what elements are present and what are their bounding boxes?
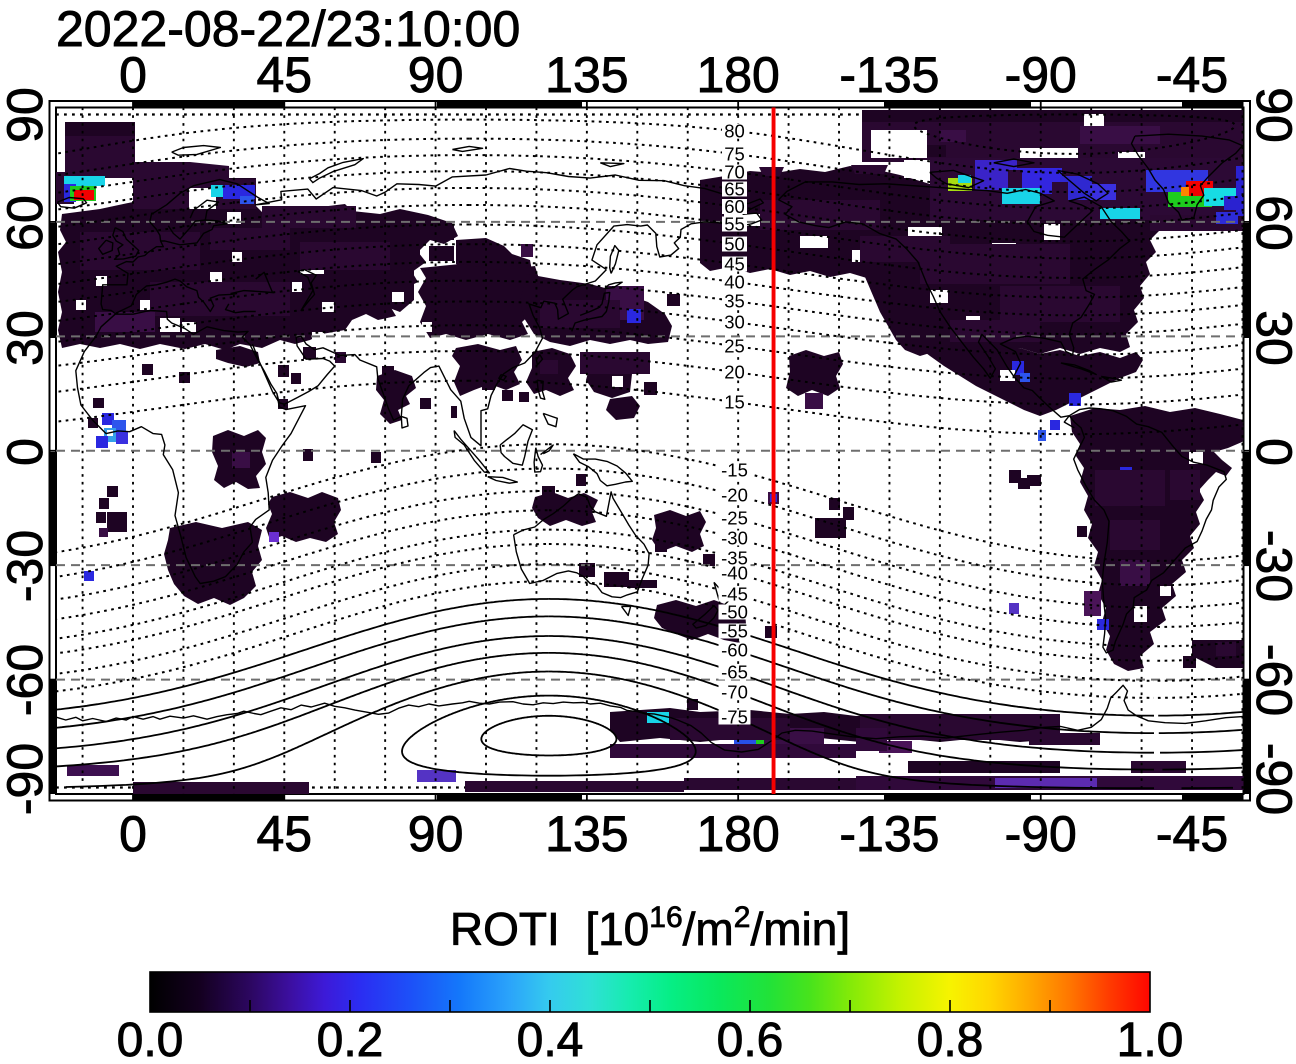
svg-text:-60: -60: [0, 644, 53, 716]
svg-text:0: 0: [119, 47, 147, 103]
svg-text:0.4: 0.4: [517, 1014, 584, 1064]
svg-text:-55: -55: [721, 621, 748, 642]
svg-text:-65: -65: [721, 662, 748, 683]
svg-text:75: 75: [724, 144, 745, 165]
svg-text:-70: -70: [721, 682, 748, 703]
svg-text:15: 15: [724, 392, 745, 413]
svg-text:-90: -90: [1005, 47, 1077, 103]
svg-text:-135: -135: [839, 47, 939, 103]
svg-text:-40: -40: [721, 563, 748, 584]
svg-text:90: 90: [408, 806, 464, 862]
svg-text:50: 50: [724, 234, 745, 255]
svg-text:60: 60: [724, 196, 745, 217]
svg-text:0.2: 0.2: [317, 1014, 384, 1064]
svg-text:0.6: 0.6: [717, 1014, 784, 1064]
svg-text:0.0: 0.0: [117, 1014, 184, 1064]
svg-text:90: 90: [1246, 87, 1296, 143]
svg-text:-90: -90: [0, 743, 53, 815]
svg-text:90: 90: [0, 87, 53, 143]
svg-text:-135: -135: [839, 806, 939, 862]
svg-text:-35: -35: [721, 548, 748, 569]
svg-text:-45: -45: [721, 584, 748, 605]
svg-text:-30: -30: [1246, 530, 1296, 602]
svg-text:40: 40: [724, 272, 745, 293]
svg-text:65: 65: [724, 179, 745, 200]
svg-text:45: 45: [256, 47, 312, 103]
svg-text:60: 60: [1246, 195, 1296, 251]
svg-text:-30: -30: [0, 530, 53, 602]
svg-text:45: 45: [256, 806, 312, 862]
svg-text:0.8: 0.8: [917, 1014, 984, 1064]
svg-text:25: 25: [724, 336, 745, 357]
svg-text:30: 30: [1246, 310, 1296, 366]
svg-text:-60: -60: [721, 640, 748, 661]
svg-text:55: 55: [724, 214, 745, 235]
svg-text:45: 45: [724, 254, 745, 275]
svg-text:30: 30: [724, 312, 745, 333]
svg-text:20: 20: [724, 362, 745, 383]
svg-text:90: 90: [408, 47, 464, 103]
svg-text:0: 0: [0, 438, 53, 466]
svg-text:-45: -45: [1156, 806, 1228, 862]
svg-text:-75: -75: [721, 707, 748, 728]
svg-text:30: 30: [0, 310, 53, 366]
svg-text:-30: -30: [721, 528, 748, 549]
svg-text:-25: -25: [721, 508, 748, 529]
svg-text:0: 0: [1246, 438, 1296, 466]
svg-text:135: 135: [545, 806, 628, 862]
svg-text:-90: -90: [1246, 743, 1296, 815]
svg-text:60: 60: [0, 195, 53, 251]
svg-text:135: 135: [545, 47, 628, 103]
svg-text:0: 0: [119, 806, 147, 862]
svg-text:180: 180: [696, 47, 779, 103]
svg-text:-60: -60: [1246, 644, 1296, 716]
svg-text:-90: -90: [1005, 806, 1077, 862]
svg-text:35: 35: [724, 291, 745, 312]
svg-text:2022-08-22/23:10:00: 2022-08-22/23:10:00: [56, 1, 520, 57]
svg-text:-20: -20: [721, 485, 748, 506]
svg-text:70: 70: [724, 162, 745, 183]
svg-text:80: 80: [724, 121, 745, 142]
svg-text:-45: -45: [1156, 47, 1228, 103]
svg-text:-15: -15: [721, 460, 748, 481]
svg-text:-50: -50: [721, 602, 748, 623]
svg-text:180: 180: [696, 806, 779, 862]
svg-text:1.0: 1.0: [1117, 1014, 1184, 1064]
